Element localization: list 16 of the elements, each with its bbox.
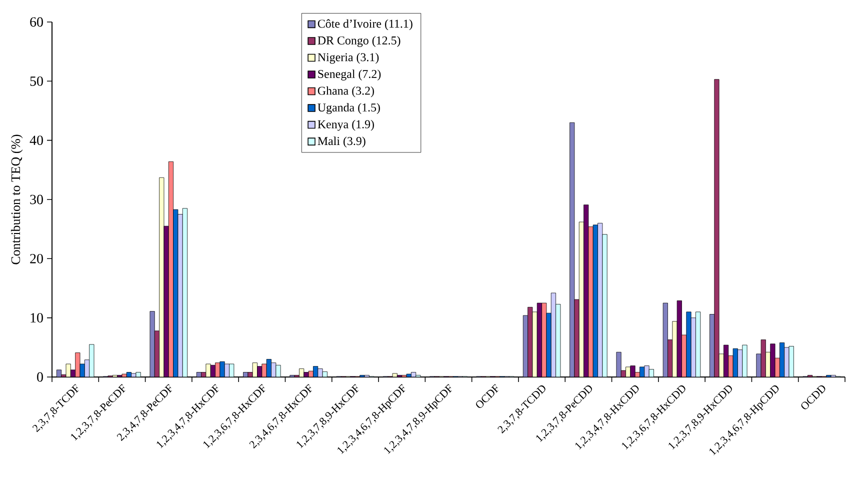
y-tick-label: 0 [37, 372, 43, 382]
legend-label: Kenya (1.9) [318, 120, 374, 131]
legend-label: DR Congo (12.5) [318, 36, 400, 47]
y-tick-label: 30 [30, 194, 43, 204]
legend-label: Mali (3.9) [318, 136, 366, 148]
y-axis-title: Contribution to TEQ (%) [10, 134, 23, 264]
y-tick-label: 10 [30, 313, 43, 323]
legend-label: Côte d’Ivoire (11.1) [318, 19, 412, 30]
legend-label: Uganda (1.5) [318, 103, 380, 114]
y-tick-label: 60 [30, 17, 43, 27]
y-tick-label: 20 [30, 254, 43, 264]
y-tick-label: 40 [30, 136, 43, 146]
legend-label: Nigeria (3.1) [318, 52, 379, 64]
legend-label: Senegal (7.2) [318, 70, 381, 80]
y-tick-label: 50 [30, 76, 43, 86]
legend-label: Ghana (3.2) [318, 86, 374, 98]
